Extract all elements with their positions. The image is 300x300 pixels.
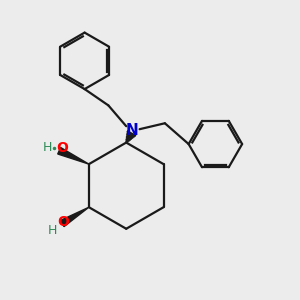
Text: N: N [126,123,139,138]
Text: O: O [58,215,70,229]
Polygon shape [60,207,89,226]
Text: H: H [48,224,57,237]
Text: H: H [43,141,52,154]
Text: O: O [56,141,68,155]
Polygon shape [58,148,89,164]
